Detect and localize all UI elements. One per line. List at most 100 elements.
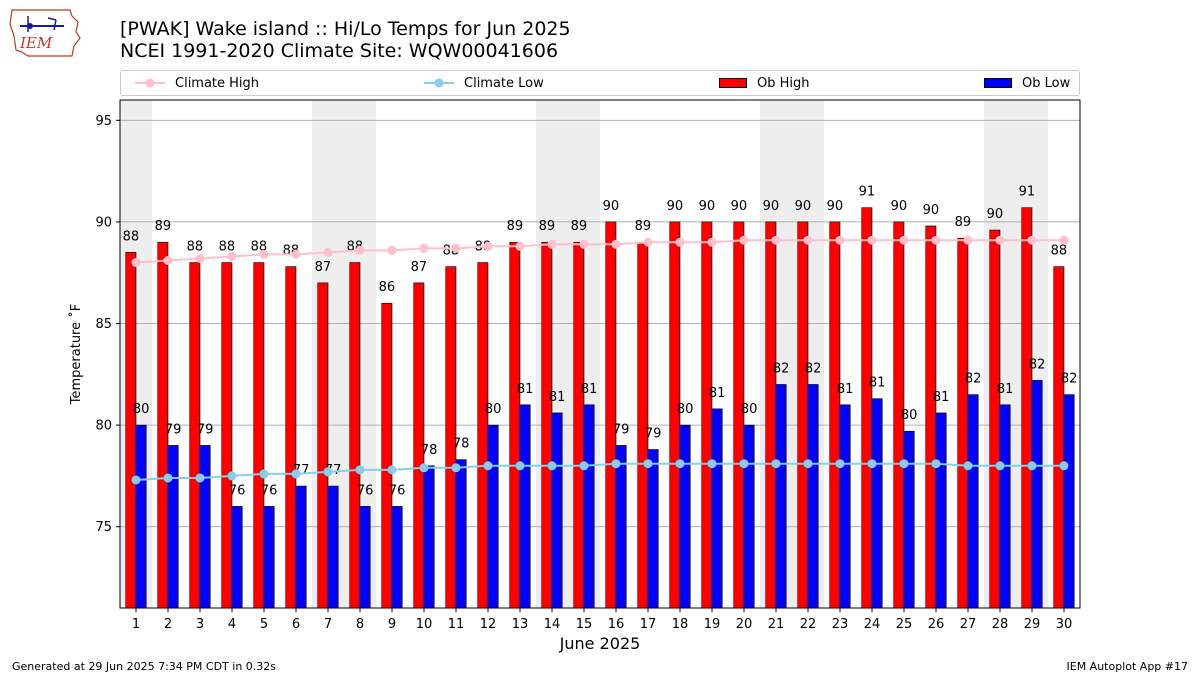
y-tick-label: 75 [95, 520, 112, 535]
x-tick-label: 6 [292, 617, 300, 632]
ob-low-label: 76 [389, 483, 406, 498]
iem-logo: IEM [8, 6, 82, 60]
ob-low-label: 76 [229, 483, 246, 498]
ob-low-bar [1031, 380, 1043, 609]
climate-high-point [835, 235, 845, 245]
climate-high-point [195, 253, 205, 263]
ob-low-label: 81 [549, 390, 566, 405]
climate-low-point [419, 463, 429, 473]
ob-high-label: 90 [603, 199, 620, 214]
ob-low-label: 81 [869, 376, 886, 391]
climate-low-point [995, 461, 1005, 471]
ob-low-bar [519, 404, 531, 609]
x-tick-label: 17 [640, 617, 657, 632]
x-tick-label: 8 [356, 617, 364, 632]
ob-low-label: 76 [261, 483, 278, 498]
ob-high-bar [861, 207, 873, 609]
ob-high-label: 90 [731, 199, 748, 214]
ob-high-bar [573, 241, 585, 609]
legend-ob-low: Ob Low [984, 71, 1070, 95]
ob-high-swatch [719, 78, 747, 88]
plot-frame [119, 99, 1081, 609]
ob-low-bar [263, 506, 275, 609]
chart-legend: Climate High Climate Low Ob High Ob Low [120, 70, 1080, 96]
x-tick-label: 12 [480, 617, 497, 632]
title-line-2: NCEI 1991-2020 Climate Site: WQW00041606 [120, 40, 559, 62]
legend-label: Ob Low [1022, 75, 1071, 91]
ob-low-bar [327, 485, 339, 609]
ob-low-bar [551, 412, 563, 609]
ob-low-swatch [984, 78, 1012, 88]
ob-high-bar [957, 237, 969, 609]
ob-low-label: 82 [805, 361, 822, 376]
ob-high-label: 90 [763, 199, 780, 214]
climate-low-line [135, 462, 1064, 481]
ob-low-bar [903, 430, 915, 609]
ob-low-bar [231, 506, 243, 609]
ob-low-label: 82 [1029, 357, 1046, 372]
climate-low-point [195, 473, 205, 483]
legend-label: Ob High [757, 75, 810, 91]
ob-low-bar [871, 398, 883, 609]
climate-high-point [483, 241, 493, 251]
climate-high-point [931, 235, 941, 245]
climate-low-point [131, 475, 141, 485]
app-note: IEM Autoplot App #17 [1066, 660, 1189, 673]
ob-low-bar [295, 485, 307, 609]
ob-high-bar [701, 221, 713, 609]
legend-label: Climate High [175, 75, 260, 91]
ob-high-label: 89 [507, 219, 524, 234]
x-tick-label: 13 [512, 617, 529, 632]
ob-high-label: 88 [219, 240, 236, 255]
ob-low-bar [615, 445, 627, 609]
x-tick-label: 28 [992, 617, 1009, 632]
x-tick-label: 26 [928, 617, 945, 632]
climate-high-point [611, 239, 621, 249]
climate-low-point [227, 471, 237, 481]
climate-low-point [483, 461, 493, 471]
ob-low-label: 82 [1061, 372, 1078, 387]
x-tick-label: 24 [864, 617, 881, 632]
climate-low-point [515, 461, 525, 471]
x-tick-label: 23 [832, 617, 849, 632]
ob-low-label: 79 [645, 427, 662, 442]
climate-low-point [739, 459, 749, 469]
x-tick-label: 4 [228, 617, 236, 632]
ob-low-label: 78 [421, 443, 438, 458]
ob-high-label: 86 [379, 280, 396, 295]
x-tick-label: 5 [260, 617, 268, 632]
climate-high-point [259, 249, 269, 259]
climate-low-point [451, 463, 461, 473]
climate-high-point [579, 239, 589, 249]
climate-high-point [227, 251, 237, 261]
ob-low-bar [167, 445, 179, 609]
climate-low-point [835, 459, 845, 469]
ob-high-bar [125, 252, 137, 609]
ob-low-bar [967, 394, 979, 609]
climate-high-point [739, 235, 749, 245]
iowa-map-icon [9, 9, 81, 57]
ob-low-bar [135, 424, 147, 609]
climate-low-point [611, 459, 621, 469]
ob-low-label: 78 [453, 437, 470, 452]
ob-low-bar [807, 384, 819, 609]
climate-high-point [323, 247, 333, 257]
x-tick-label: 30 [1056, 617, 1073, 632]
x-tick-label: 3 [196, 617, 204, 632]
ob-high-label: 91 [1019, 185, 1036, 200]
x-tick-label: 15 [576, 617, 593, 632]
climate-high-point [515, 241, 525, 251]
x-tick-label: 29 [1024, 617, 1041, 632]
ob-low-bar [839, 404, 851, 609]
ob-high-bar [509, 241, 521, 609]
climate-high-point [291, 249, 301, 259]
climate-low-point [355, 465, 365, 475]
x-tick-label: 25 [896, 617, 913, 632]
ob-high-label: 89 [955, 215, 972, 230]
ob-high-label: 88 [1051, 244, 1068, 259]
ob-high-bar [541, 241, 553, 609]
ob-high-label: 90 [891, 199, 908, 214]
ob-high-label: 90 [987, 207, 1004, 222]
climate-low-point [675, 459, 685, 469]
ob-low-label: 81 [517, 382, 534, 397]
